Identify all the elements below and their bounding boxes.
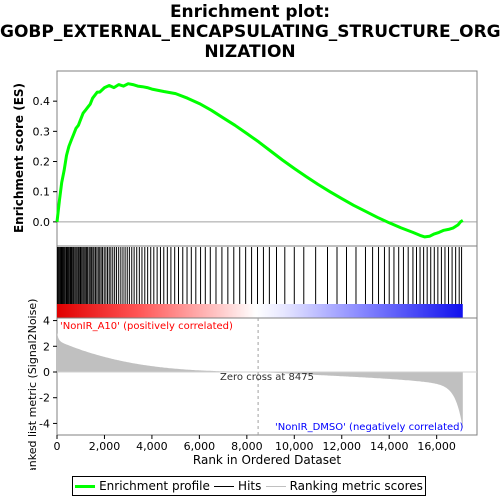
es-y-tick-label: 0.2 [33, 156, 51, 169]
metric-y-tick-label: -4 [39, 417, 50, 430]
title-line-3: NIZATION [204, 42, 296, 62]
es-y-tick-label: 0.0 [33, 216, 51, 229]
es-y-tick-label: 0.4 [33, 95, 51, 108]
title-line-2: GOBP_EXTERNAL_ENCAPSULATING_STRUCTURE_OR… [0, 22, 500, 42]
x-tick-label: 10,000 [275, 440, 314, 453]
rank-gradient-bar [57, 304, 463, 318]
x-tick-label: 16,000 [417, 440, 456, 453]
x-tick-label: 2,000 [89, 440, 121, 453]
legend-hits-label: Hits [238, 479, 262, 493]
x-axis-ticks: 0 2,000 4,000 6,000 8,000 10,000 12,000 14,000 1… [54, 435, 456, 453]
x-tick-label: 0 [54, 440, 61, 453]
legend: Enrichment profile Hits Ranking metric s… [72, 476, 426, 496]
es-y-tick-label: 0.1 [33, 186, 51, 199]
es-y-axis-label: Enrichment score (ES) [12, 83, 26, 233]
title-line-1: Enrichment plot: [169, 2, 331, 22]
x-tick-label: 8,000 [231, 440, 263, 453]
legend-item-hits: Hits [214, 479, 261, 493]
es-y-ticks: 0.0 0.1 0.2 0.3 0.4 [33, 95, 57, 229]
hit-marks [56, 247, 463, 304]
legend-ranking-label: Ranking metric scores [289, 479, 423, 493]
neg-correlated-label: 'NonIR_DMSO' (negatively correlated) [275, 422, 463, 433]
zero-cross-label: Zero cross at 8475 [220, 372, 314, 383]
legend-item-enrichment: Enrichment profile [75, 479, 210, 493]
chart-title: Enrichment plot: GOBP_EXTERNAL_ENCAPSULA… [0, 2, 500, 62]
enrichment-profile-line [55, 82, 464, 239]
metric-y-tick-label: 0 [43, 366, 50, 379]
es-panel [56, 70, 478, 247]
x-axis-label: Rank in Ordered Dataset [193, 453, 341, 467]
x-tick-label: 14,000 [370, 440, 409, 453]
enrichment-swatch-icon [75, 484, 96, 488]
es-y-tick-label: 0.3 [33, 125, 51, 138]
x-tick-label: 4,000 [136, 440, 168, 453]
x-tick-label: 12,000 [322, 440, 361, 453]
hits-swatch-icon [214, 485, 235, 487]
legend-item-ranking: Ranking metric scores [265, 479, 423, 493]
enrichment-plot: 0.0 0.1 0.2 0.3 0.4 -4 -2 0 2 4 'NonIR_A10' (pos… [12, 70, 478, 470]
metric-y-tick-label: 2 [43, 340, 50, 353]
legend-enrichment-label: Enrichment profile [99, 479, 210, 493]
metric-y-ticks: -4 -2 0 2 4 [39, 315, 57, 430]
ranking-swatch-icon [265, 485, 286, 487]
metric-y-axis-label: Ranked list metric (Signal2Noise) [26, 299, 39, 470]
pos-correlated-label: 'NonIR_A10' (positively correlated) [60, 321, 233, 332]
metric-y-tick-label: 4 [43, 315, 50, 328]
x-tick-label: 6,000 [184, 440, 216, 453]
metric-y-tick-label: -2 [39, 392, 50, 405]
